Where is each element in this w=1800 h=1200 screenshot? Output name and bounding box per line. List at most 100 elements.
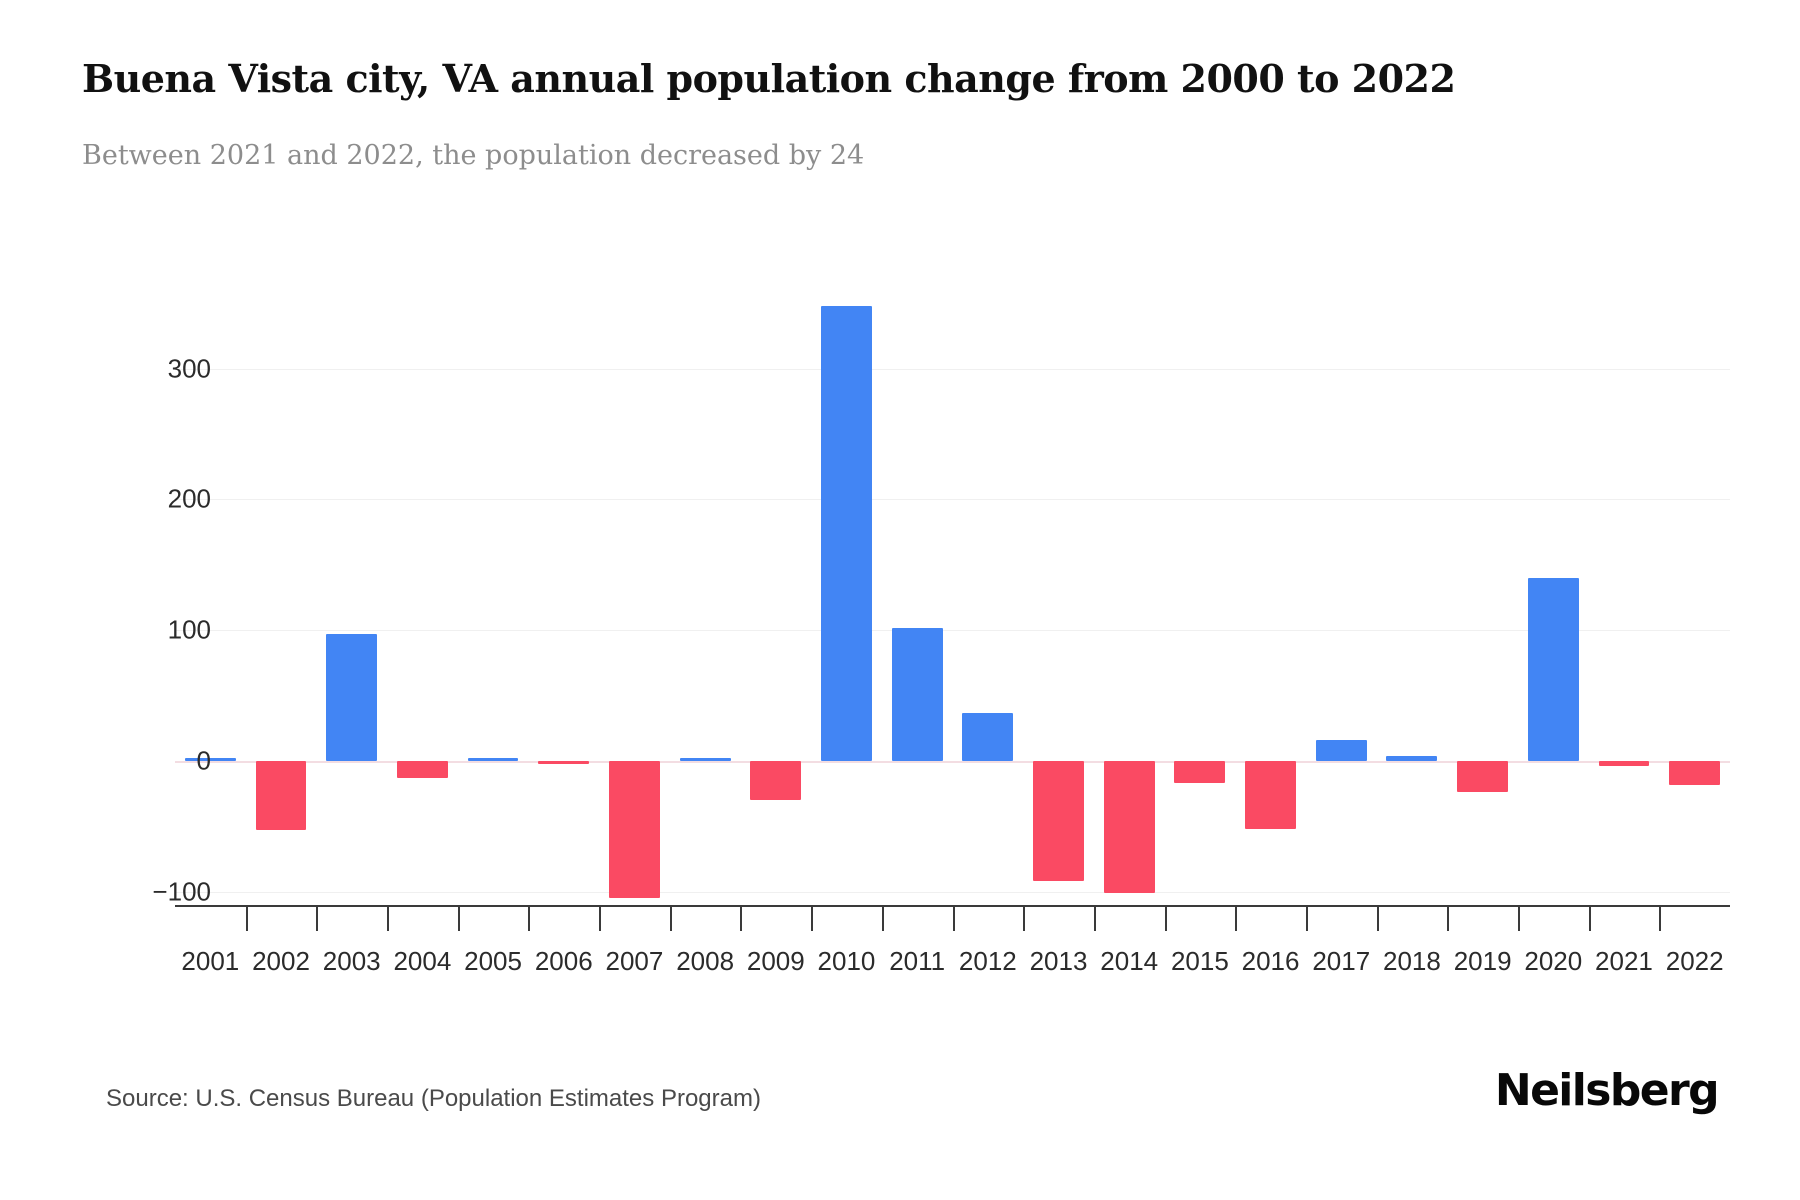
bar-2006[interactable] [538,761,590,765]
bar-2022[interactable] [1669,761,1721,785]
bar-slot-2020[interactable] [1518,290,1589,905]
x-axis-tick [1235,907,1238,931]
x-tick-label: 2004 [393,946,452,976]
bar-2009[interactable] [750,761,802,801]
bar-slot-2005[interactable] [458,290,529,905]
gridline-0 [175,761,1730,764]
bar-slot-2009[interactable] [740,290,811,905]
x-tick-label: 2008 [676,946,735,976]
x-tick-label: 2019 [1453,946,1512,976]
bar-2017[interactable] [1315,740,1367,762]
y-tick-label: 0 [196,745,211,776]
bar-slot-2008[interactable] [670,290,741,905]
x-tick-label: 2005 [464,946,522,976]
x-tick-label: 2002 [252,946,310,976]
source-note: Source: U.S. Census Bureau (Population E… [106,1085,761,1112]
bar-slot-2016[interactable] [1235,290,1306,905]
x-axis-tick [1093,907,1096,931]
bar-2018[interactable] [1386,755,1438,762]
x-tick-label: 2009 [746,946,805,976]
bar-2008[interactable] [679,758,731,762]
x-tick-label: 2001 [181,946,240,976]
bar-2015[interactable] [1174,761,1226,784]
bar-slot-2021[interactable] [1589,290,1660,905]
x-tick-label: 2013 [1029,946,1088,976]
page-subtitle: Between 2021 and 2022, the population de… [82,140,865,171]
bar-2005[interactable] [467,758,519,762]
bar-slot-2012[interactable] [953,290,1024,905]
bar-slot-2004[interactable] [387,290,458,905]
x-axis-tick [457,907,460,931]
bar-series [175,290,1730,905]
x-axis-tick [1376,907,1379,931]
x-tick-label: 2010 [817,946,876,976]
bar-2001[interactable] [184,758,236,762]
bar-2014[interactable] [1103,761,1155,894]
bar-2021[interactable] [1598,761,1650,767]
x-tick-label: 2011 [889,946,946,976]
bar-2007[interactable] [608,761,660,899]
bar-2012[interactable] [962,712,1014,762]
x-axis-tick [1164,907,1167,931]
gridline-100 [175,630,1730,632]
x-axis-tick [245,907,248,931]
gridline-200 [175,499,1730,501]
bar-slot-2018[interactable] [1377,290,1448,905]
gridline--100 [175,891,1730,893]
bar-slot-2013[interactable] [1023,290,1094,905]
bar-2013[interactable] [1033,761,1084,882]
y-tick-label: 100 [167,614,211,645]
x-tick-label: 2017 [1312,946,1371,976]
bar-slot-2011[interactable] [882,290,953,905]
x-axis-tick [1305,907,1308,931]
x-tick-label: 2007 [605,946,664,976]
x-tick-label: 2014 [1100,946,1159,976]
bar-slot-2002[interactable] [246,290,317,905]
x-tick-label: 2006 [534,946,593,976]
bar-2016[interactable] [1245,761,1296,830]
x-axis-tick [1517,907,1520,931]
x-tick-label: 2021 [1595,946,1653,976]
y-tick-label: −100 [152,876,211,907]
bar-slot-2006[interactable] [528,290,599,905]
bar-2011[interactable] [891,627,943,762]
x-axis-tick [740,907,743,931]
bar-slot-2019[interactable] [1447,290,1518,905]
x-tick-label: 2016 [1241,946,1300,976]
x-axis-tick [952,907,955,931]
bar-slot-2010[interactable] [811,290,882,905]
x-axis-tick [881,907,884,931]
gridline-300 [175,368,1730,370]
bar-slot-2015[interactable] [1165,290,1236,905]
y-tick-label: 300 [167,353,211,383]
bar-2003[interactable] [326,634,378,762]
bar-slot-2017[interactable] [1306,290,1377,905]
x-axis-tick [387,907,390,931]
x-axis-tick [599,907,602,931]
brand-logo: Neilsberg [1494,1065,1720,1116]
x-axis-line [175,905,1730,907]
y-tick-label: 200 [167,483,211,514]
x-tick-label: 2003 [322,946,381,976]
x-axis-tick [811,907,814,931]
x-tick-label: 2020 [1524,946,1583,976]
bar-slot-2001[interactable] [175,290,246,905]
x-tick-label: 2015 [1170,946,1229,976]
bar-slot-2022[interactable] [1659,290,1730,905]
x-axis-tick [1588,907,1591,931]
bar-slot-2007[interactable] [599,290,670,905]
bar-2010[interactable] [821,305,872,762]
x-axis-tick [528,907,531,931]
bar-slot-2003[interactable] [316,290,387,905]
x-tick-label: 2018 [1383,946,1441,976]
bar-2002[interactable] [255,761,307,831]
x-axis-tick [1447,907,1450,931]
bar-2020[interactable] [1527,577,1579,762]
plot-area [175,290,1730,905]
bar-slot-2014[interactable] [1094,290,1165,905]
x-tick-label: 2012 [958,946,1017,976]
bar-2004[interactable] [396,761,448,779]
bar-2019[interactable] [1457,761,1509,793]
x-axis-tick [669,907,672,931]
